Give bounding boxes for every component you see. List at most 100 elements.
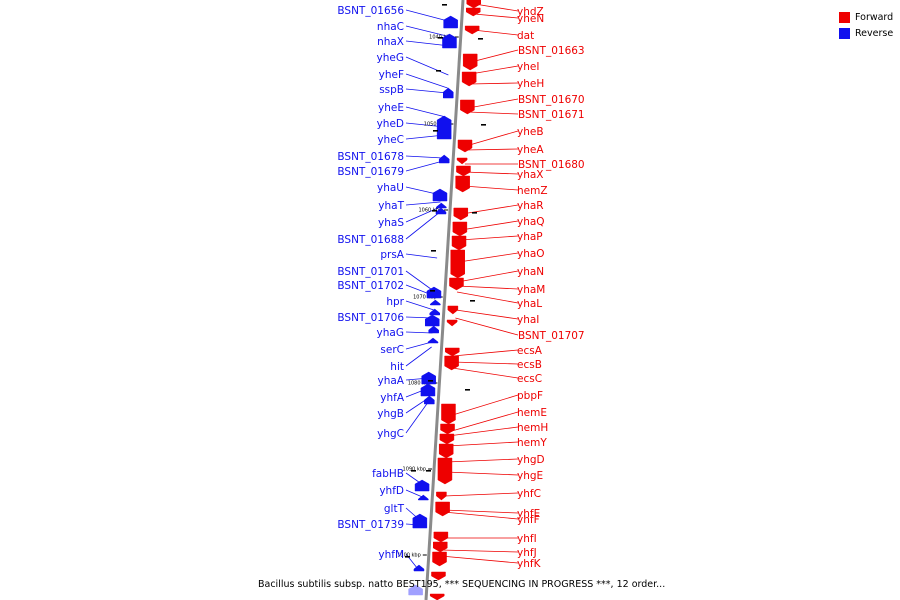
reverse-gene-label[interactable]: yheC [377, 134, 404, 146]
forward-gene-label[interactable]: hemH [517, 422, 548, 434]
forward-gene-label[interactable]: dat [517, 30, 534, 42]
forward-gene-label[interactable]: yhgD [517, 454, 545, 466]
reverse-gene-label[interactable]: nhaC [377, 21, 404, 33]
reverse-gene[interactable] [418, 494, 429, 501]
reverse-gene-label[interactable]: BSNT_01739 [337, 519, 404, 531]
reverse-gene-label[interactable]: prsA [380, 249, 404, 261]
forward-gene[interactable] [432, 551, 447, 567]
forward-gene[interactable] [466, 7, 481, 17]
reverse-gene[interactable] [435, 207, 447, 215]
reverse-gene[interactable] [430, 299, 441, 306]
reverse-gene-label[interactable]: yhfM [378, 549, 404, 561]
forward-gene[interactable] [460, 99, 475, 115]
forward-gene-label[interactable]: pbpF [517, 390, 543, 402]
forward-gene-label[interactable]: yhfC [517, 488, 541, 500]
reverse-gene-label[interactable]: yhfD [379, 485, 404, 497]
forward-gene-label[interactable]: yheA [517, 144, 544, 156]
forward-gene-label[interactable]: ecsB [517, 359, 542, 371]
reverse-gene[interactable] [414, 479, 430, 492]
forward-gene-label[interactable]: yhfF [517, 514, 540, 526]
forward-gene-label[interactable]: yheN [517, 13, 544, 25]
reverse-gene[interactable] [412, 513, 428, 529]
forward-gene[interactable] [444, 355, 459, 371]
forward-gene[interactable] [451, 235, 467, 251]
reverse-gene-label[interactable]: BSNT_01701 [337, 266, 404, 278]
forward-gene-label[interactable]: BSNT_01663 [518, 45, 585, 57]
reverse-gene-label[interactable]: yheG [377, 52, 404, 64]
forward-gene-label[interactable]: hemE [517, 407, 547, 419]
reverse-gene-label[interactable]: sspB [379, 84, 404, 96]
forward-gene[interactable] [433, 541, 448, 553]
reverse-gene-label[interactable]: yheE [378, 102, 404, 114]
reverse-gene[interactable] [432, 188, 448, 202]
forward-gene-label[interactable]: yhaQ [517, 216, 545, 228]
forward-gene[interactable] [436, 491, 447, 501]
forward-gene[interactable] [466, 0, 482, 9]
reverse-gene-label[interactable]: fabHB [372, 468, 404, 480]
forward-gene-label[interactable]: yhaO [517, 248, 545, 260]
forward-gene-label[interactable]: yhaP [517, 231, 543, 243]
reverse-gene-label[interactable]: yhgB [377, 408, 404, 420]
forward-gene-label[interactable]: yhaN [517, 266, 544, 278]
forward-gene-label[interactable]: yhaM [517, 284, 545, 296]
forward-gene[interactable] [450, 249, 465, 279]
forward-gene-label[interactable]: BSNT_01671 [518, 109, 585, 121]
reverse-gene[interactable] [427, 337, 439, 344]
forward-gene-label[interactable]: yhfE [517, 508, 540, 520]
forward-gene[interactable] [453, 207, 469, 221]
reverse-gene[interactable] [408, 584, 423, 596]
forward-gene[interactable] [431, 571, 446, 581]
reverse-gene[interactable] [421, 371, 436, 385]
reverse-gene-label[interactable]: nhaX [377, 36, 404, 48]
forward-gene-label[interactable]: BSNT_01670 [518, 94, 585, 106]
forward-gene-label[interactable]: yhdZ [517, 6, 544, 18]
forward-gene-label[interactable]: BSNT_01707 [518, 330, 585, 342]
forward-gene-label[interactable]: yhfK [517, 558, 542, 570]
reverse-gene[interactable] [438, 154, 450, 164]
forward-gene[interactable] [455, 175, 470, 193]
reverse-gene[interactable] [420, 383, 436, 397]
reverse-gene-label[interactable]: BSNT_01688 [337, 234, 404, 246]
forward-gene-label[interactable]: yheI [517, 61, 539, 73]
forward-gene-label[interactable]: yhaI [517, 314, 539, 326]
reverse-gene[interactable] [443, 15, 458, 29]
reverse-gene-label[interactable]: BSNT_01706 [337, 312, 404, 324]
forward-gene[interactable] [435, 501, 450, 517]
forward-gene-label[interactable]: yheB [517, 126, 544, 138]
forward-gene[interactable] [433, 531, 449, 543]
forward-gene[interactable] [452, 221, 468, 237]
reverse-gene-label[interactable]: yhfA [380, 392, 405, 404]
forward-gene[interactable] [438, 443, 454, 459]
reverse-gene-label[interactable]: yhaA [378, 375, 405, 387]
forward-gene[interactable] [446, 319, 458, 327]
reverse-gene-label[interactable]: yheF [379, 69, 404, 81]
reverse-gene-label[interactable]: hit [390, 361, 404, 373]
reverse-gene-label[interactable]: BSNT_01679 [337, 166, 404, 178]
reverse-gene-label[interactable]: BSNT_01678 [337, 151, 404, 163]
reverse-gene-label[interactable]: yhgC [377, 428, 404, 440]
reverse-gene-label[interactable]: yhaT [378, 200, 404, 212]
forward-gene-label[interactable]: hemY [517, 437, 547, 449]
forward-gene-label[interactable]: ecsC [517, 373, 542, 385]
forward-gene[interactable] [457, 139, 473, 153]
forward-gene[interactable] [439, 433, 455, 445]
forward-gene-label[interactable]: hemZ [517, 185, 548, 197]
forward-gene[interactable] [456, 157, 468, 165]
reverse-gene[interactable] [424, 314, 440, 327]
forward-gene[interactable] [429, 593, 445, 600]
reverse-gene-label[interactable]: serC [380, 344, 404, 356]
reverse-gene-label[interactable]: gltT [384, 503, 405, 515]
reverse-gene-label[interactable]: hpr [386, 296, 404, 308]
reverse-gene[interactable] [442, 33, 457, 49]
forward-gene-label[interactable]: yheH [517, 78, 544, 90]
forward-gene[interactable] [461, 71, 477, 87]
forward-gene[interactable] [464, 25, 480, 35]
reverse-gene-label[interactable]: BSNT_01702 [337, 280, 404, 292]
reverse-gene[interactable] [443, 87, 454, 99]
forward-gene-label[interactable]: yhaX [517, 169, 544, 181]
forward-gene[interactable] [447, 305, 459, 315]
reverse-gene[interactable] [436, 202, 447, 209]
reverse-gene[interactable] [436, 115, 452, 140]
reverse-gene[interactable] [428, 325, 439, 334]
reverse-gene[interactable] [413, 564, 425, 572]
